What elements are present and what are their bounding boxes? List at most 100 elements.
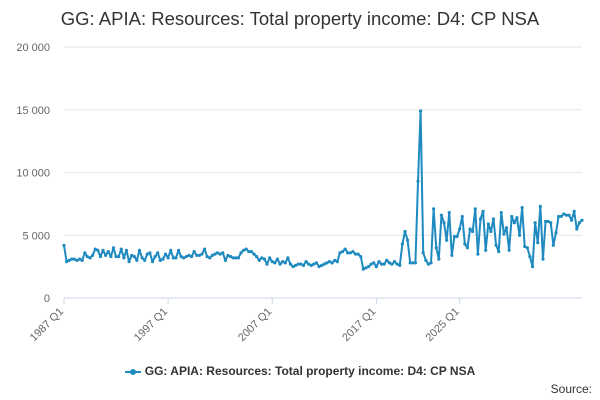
data-point[interactable] xyxy=(481,209,485,214)
data-point[interactable] xyxy=(463,242,467,246)
data-point[interactable] xyxy=(325,261,329,265)
data-point[interactable] xyxy=(202,247,207,251)
data-point[interactable] xyxy=(83,251,87,255)
data-point[interactable] xyxy=(75,258,79,262)
data-point[interactable] xyxy=(340,249,345,254)
data-point[interactable] xyxy=(150,260,155,264)
data-point[interactable] xyxy=(551,243,555,247)
data-point[interactable] xyxy=(262,257,267,261)
data-point[interactable] xyxy=(411,261,415,265)
data-point[interactable] xyxy=(426,262,431,266)
data-point[interactable] xyxy=(403,229,407,234)
data-point[interactable] xyxy=(158,258,162,262)
data-point[interactable] xyxy=(189,254,194,259)
data-point[interactable] xyxy=(502,232,506,236)
data-point[interactable] xyxy=(359,254,363,259)
data-point[interactable] xyxy=(78,257,82,261)
data-point[interactable] xyxy=(468,227,472,231)
data-point[interactable] xyxy=(247,249,251,254)
data-point[interactable] xyxy=(460,214,464,219)
data-point[interactable] xyxy=(286,256,290,260)
data-point[interactable] xyxy=(520,206,524,210)
data-point[interactable] xyxy=(564,213,568,217)
data-point[interactable] xyxy=(309,263,313,267)
data-point[interactable] xyxy=(101,248,105,252)
data-point[interactable] xyxy=(523,244,527,249)
data-point[interactable] xyxy=(536,241,540,245)
data-point[interactable] xyxy=(153,254,157,259)
data-point[interactable] xyxy=(439,213,444,217)
data-point[interactable] xyxy=(351,249,355,254)
data-point[interactable] xyxy=(421,251,425,255)
data-point[interactable] xyxy=(556,214,561,219)
data-point[interactable] xyxy=(117,254,121,259)
data-point[interactable] xyxy=(489,229,493,234)
data-point[interactable] xyxy=(104,253,108,257)
data-point[interactable] xyxy=(301,263,306,267)
data-point[interactable] xyxy=(132,254,136,259)
data-point[interactable] xyxy=(382,262,386,266)
data-point[interactable] xyxy=(320,263,324,267)
data-point[interactable] xyxy=(361,267,365,271)
data-point[interactable] xyxy=(169,248,173,252)
data-point[interactable] xyxy=(562,212,566,216)
data-point[interactable] xyxy=(473,207,477,211)
data-point[interactable] xyxy=(567,213,571,217)
data-point[interactable] xyxy=(377,260,381,264)
data-point[interactable] xyxy=(93,247,97,251)
data-point[interactable] xyxy=(176,248,181,252)
data-point[interactable] xyxy=(291,265,295,269)
data-point[interactable] xyxy=(314,261,319,265)
data-point[interactable] xyxy=(434,246,438,250)
data-point[interactable] xyxy=(327,260,332,264)
data-point[interactable] xyxy=(419,109,423,113)
data-point[interactable] xyxy=(210,253,214,257)
data-point[interactable] xyxy=(379,262,384,266)
data-point[interactable] xyxy=(343,247,347,251)
data-point[interactable] xyxy=(296,262,300,266)
data-point[interactable] xyxy=(515,216,519,220)
data-point[interactable] xyxy=(458,227,462,231)
data-point[interactable] xyxy=(392,260,397,264)
data-point[interactable] xyxy=(546,219,550,224)
data-point[interactable] xyxy=(504,226,509,230)
data-point[interactable] xyxy=(221,251,225,255)
data-point[interactable] xyxy=(166,256,170,260)
data-point[interactable] xyxy=(559,214,563,219)
data-point[interactable] xyxy=(213,252,217,256)
data-point[interactable] xyxy=(356,252,360,256)
data-point[interactable] xyxy=(429,261,433,265)
data-point[interactable] xyxy=(182,256,186,260)
data-point[interactable] xyxy=(348,251,352,255)
data-point[interactable] xyxy=(424,258,428,262)
data-point[interactable] xyxy=(512,221,516,225)
data-point[interactable] xyxy=(270,260,274,264)
data-point[interactable] xyxy=(96,248,100,252)
data-point[interactable] xyxy=(569,218,574,222)
data-point[interactable] xyxy=(260,256,264,260)
data-point[interactable] xyxy=(67,258,71,262)
data-point[interactable] xyxy=(283,261,287,265)
data-point[interactable] xyxy=(333,258,337,262)
data-point[interactable] xyxy=(471,229,475,234)
data-point[interactable] xyxy=(239,251,243,255)
data-point[interactable] xyxy=(130,253,134,257)
data-point[interactable] xyxy=(528,254,532,259)
data-point[interactable] xyxy=(398,263,402,267)
data-point[interactable] xyxy=(281,260,285,264)
data-point[interactable] xyxy=(335,260,339,264)
data-point[interactable] xyxy=(507,248,511,252)
data-point[interactable] xyxy=(494,243,498,247)
data-point[interactable] xyxy=(317,265,321,269)
data-point[interactable] xyxy=(215,251,220,255)
data-point[interactable] xyxy=(174,256,178,260)
data-point[interactable] xyxy=(65,260,69,264)
data-point[interactable] xyxy=(387,261,391,265)
data-point[interactable] xyxy=(288,262,293,266)
data-point[interactable] xyxy=(465,246,470,250)
data-point[interactable] xyxy=(205,254,209,259)
data-point[interactable] xyxy=(195,253,199,257)
data-point[interactable] xyxy=(127,260,131,264)
data-point[interactable] xyxy=(525,246,529,250)
data-point[interactable] xyxy=(114,254,118,259)
